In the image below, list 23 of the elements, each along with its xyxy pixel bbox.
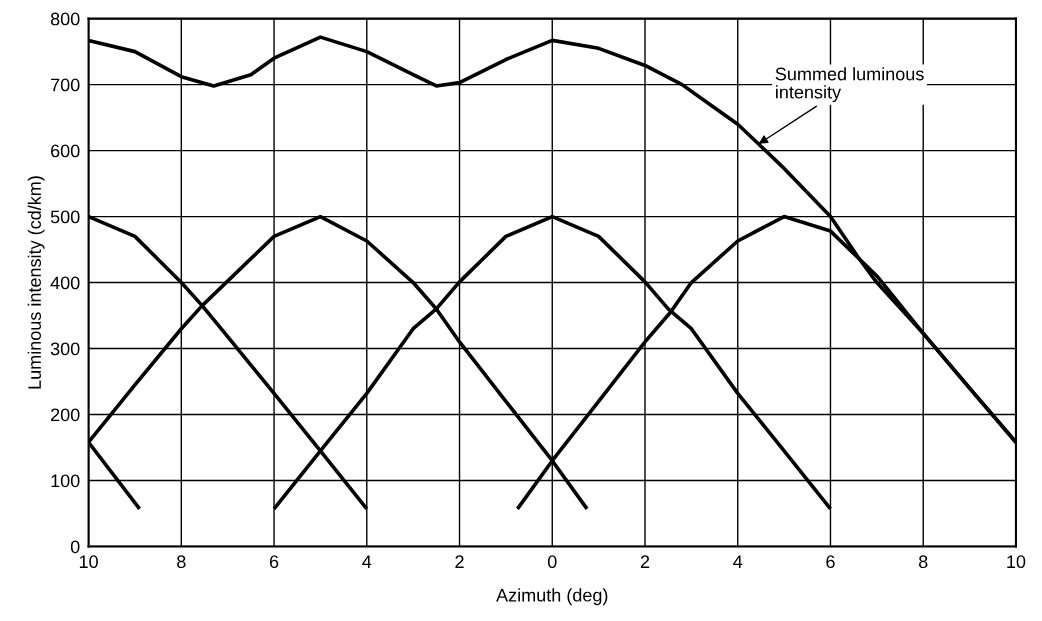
- y-tick-label: 200: [51, 408, 80, 422]
- annotation: Summed luminous intensity: [775, 67, 924, 103]
- x-tick-label: 4: [362, 555, 372, 568]
- x-tick-label: 10: [1007, 555, 1026, 569]
- x-tick-label: 6: [269, 555, 279, 569]
- x-axis-title: Azimuth (deg): [496, 588, 608, 606]
- y-tick-label: 100: [51, 474, 80, 488]
- y-tick-label: 300: [50, 342, 80, 356]
- x-tick-label: 6: [826, 555, 835, 569]
- y-tick-label: 800: [50, 12, 80, 26]
- x-tick-label: 4: [733, 555, 743, 568]
- y-tick-label: 400: [50, 276, 80, 290]
- x-tick-label: 8: [918, 555, 928, 569]
- y-tick-label: 0: [70, 540, 80, 554]
- y-tick-label: 500: [50, 210, 80, 224]
- x-tick-label: 8: [177, 555, 186, 569]
- x-tick-label: 10: [79, 555, 98, 569]
- x-tick-label: 2: [455, 555, 464, 568]
- y-axis-title: Luminous intensity (cd/km): [27, 176, 45, 389]
- x-tick-label: 2: [640, 555, 650, 568]
- x-tick-label: 0: [547, 555, 557, 569]
- y-tick-label: 600: [51, 144, 80, 158]
- y-tick-label: 700: [51, 78, 80, 92]
